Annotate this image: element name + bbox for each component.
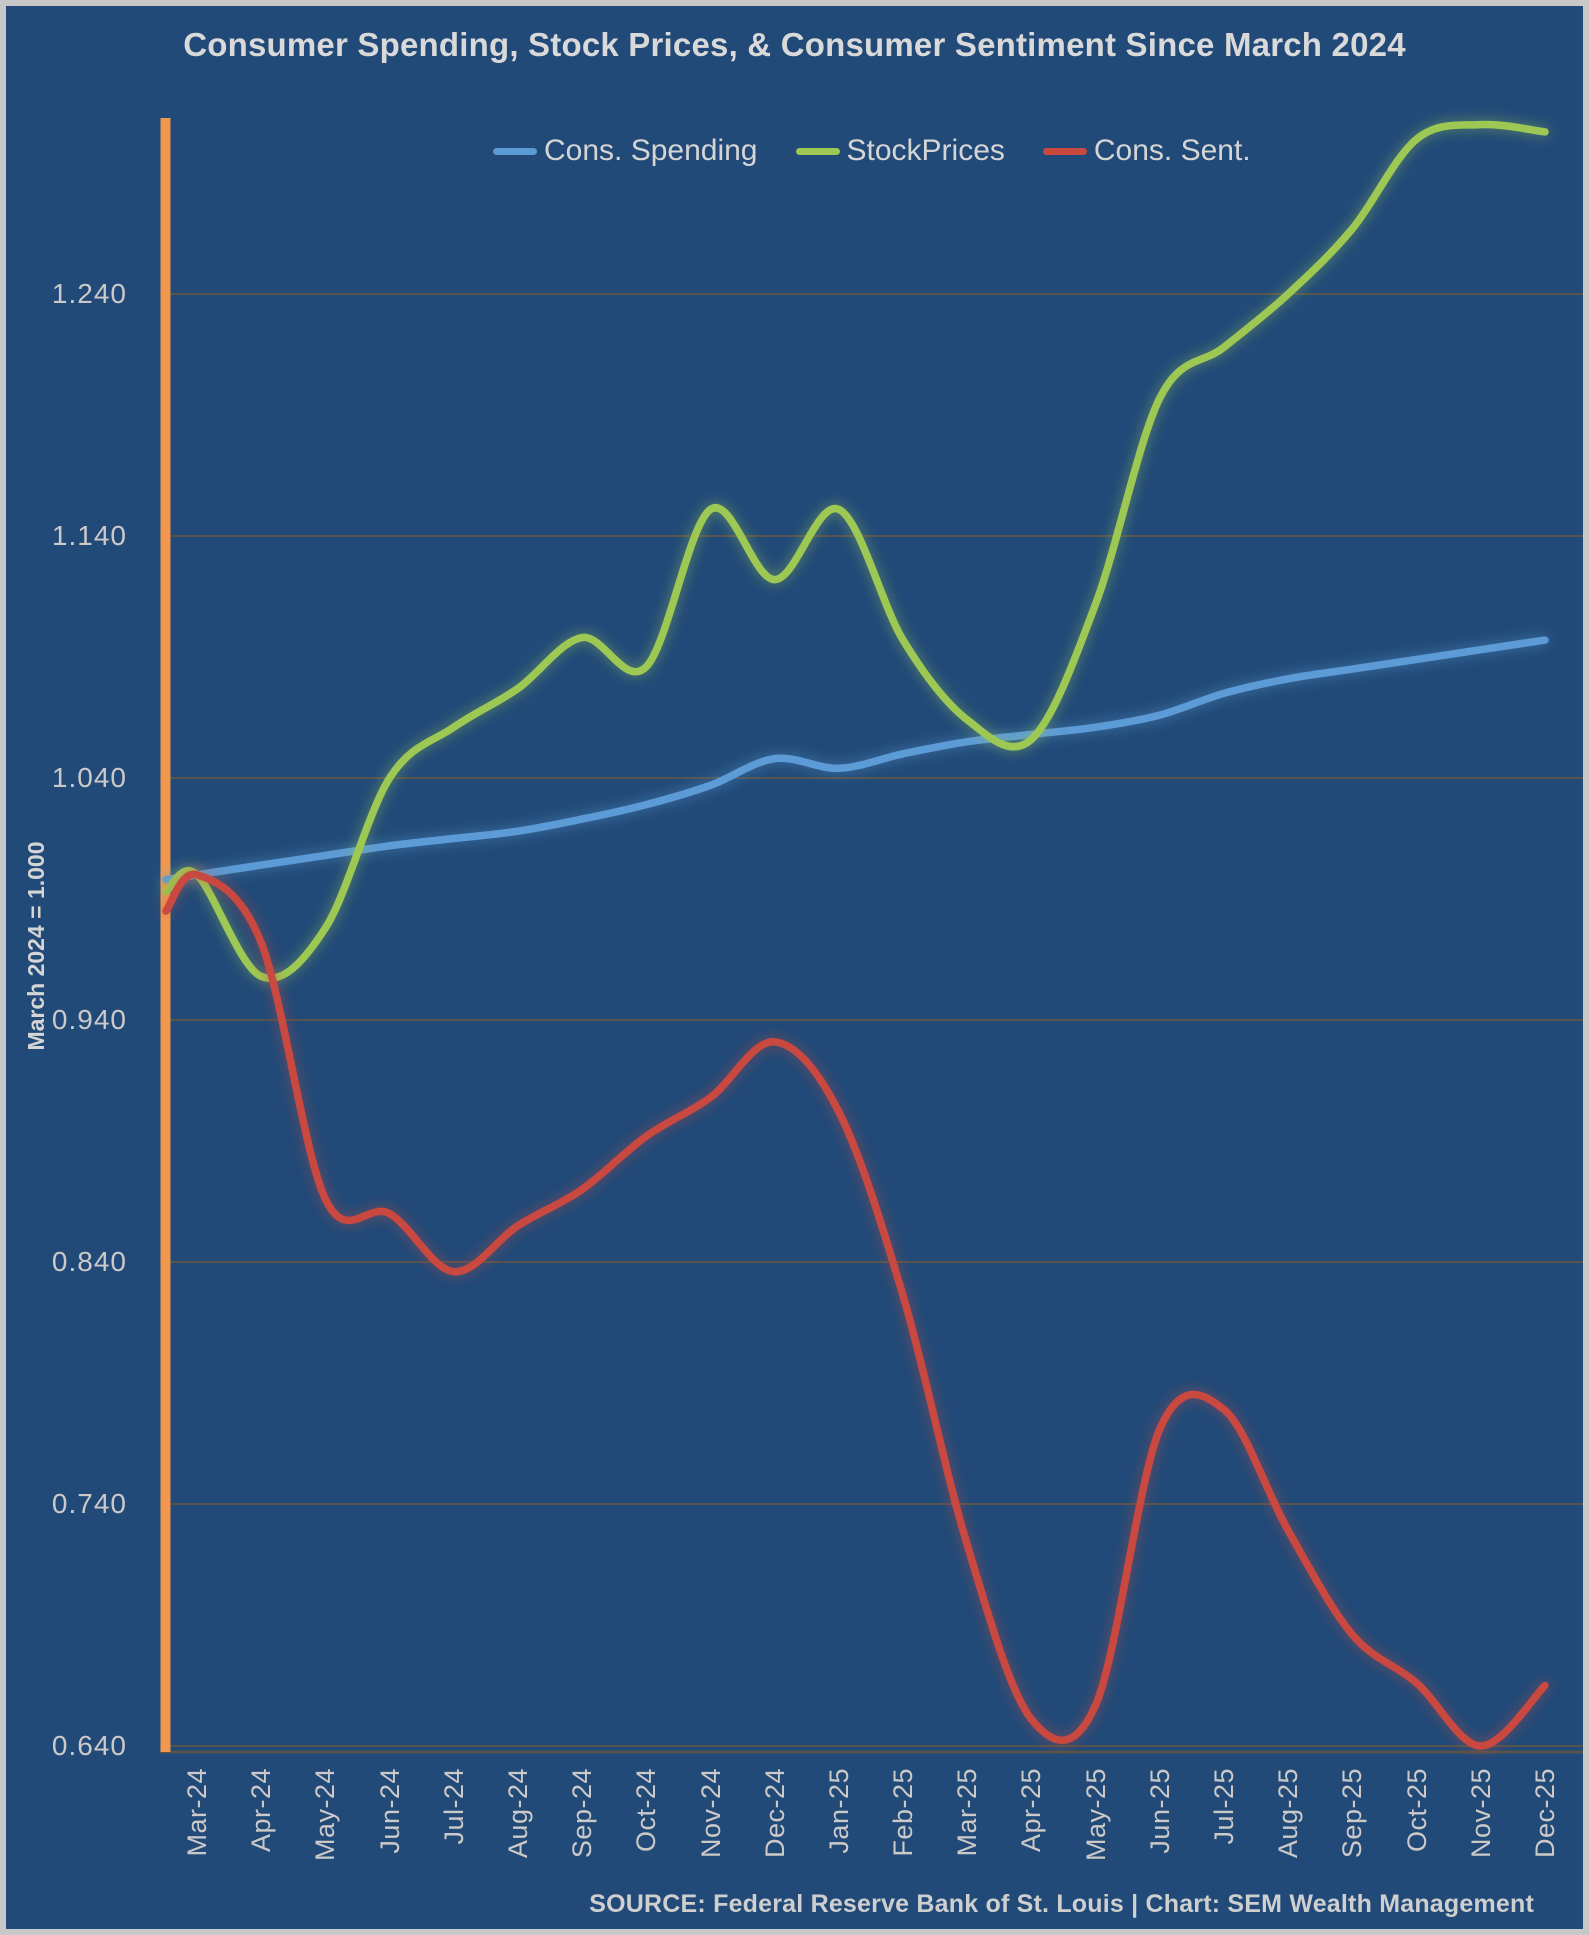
y-tick-label: 0.840 [51,1246,127,1277]
x-tick-label: Nov-25 [1466,1768,1496,1859]
y-tick-label: 1.140 [51,520,127,551]
legend-item-cons-spending: Cons. Spending [493,134,758,168]
x-tick-label: Jul-24 [439,1768,469,1845]
y-tick-label: 0.640 [51,1730,127,1761]
spending-line-swatch-icon [493,147,537,155]
y-tick-label: 1.040 [51,762,127,793]
x-tick-label: Jan-25 [824,1768,854,1854]
y-axis-title: March 2024 = 1.000 [23,841,49,1051]
x-tick-label: Oct-25 [1402,1768,1432,1853]
legend-label: Cons. Spending [544,134,758,167]
x-tick-label: Apr-24 [246,1768,276,1853]
x-tick-label: Nov-24 [696,1768,726,1859]
x-tick-label: Oct-24 [631,1768,661,1853]
x-tick-label: Mar-25 [952,1768,982,1857]
x-tick-label: Dec-24 [760,1768,790,1859]
x-tick-label: Jun-25 [1145,1768,1175,1854]
chart-legend: Cons. Spending StockPrices Cons. Sent. [493,134,1251,168]
legend-item-cons-sent: Cons. Sent. [1042,134,1251,168]
page-title: Consumer Spending, Stock Prices, & Consu… [183,26,1406,63]
x-tick-label: Jun-24 [375,1768,405,1854]
legend-label: StockPrices [846,134,1005,167]
legend-label: Cons. Sent. [1093,134,1251,167]
x-tick-label: Dec-25 [1530,1768,1560,1859]
x-tick-label: Sep-25 [1337,1768,1367,1859]
series-line-cons-spending [162,636,1549,884]
source-credit: SOURCE: Federal Reserve Bank of St. Loui… [589,1890,1534,1918]
sentiment-line-swatch-icon [1042,147,1087,155]
x-tick-label: Jul-25 [1209,1768,1239,1845]
series-line-stockprices [162,120,1549,982]
x-tick-label: Sep-24 [567,1768,597,1859]
series-line-cons-sent [162,870,1549,1750]
x-tick-label: Aug-25 [1273,1768,1303,1859]
x-tick-label: May-24 [310,1768,340,1862]
y-tick-label: 1.240 [51,278,127,309]
x-tick-label: May-25 [1081,1768,1111,1862]
y-tick-label: 0.740 [51,1488,127,1519]
x-tick-label: Apr-25 [1016,1768,1046,1853]
x-tick-label: Mar-24 [182,1768,212,1857]
chart-canvas [160,118,1583,1754]
x-tick-label: Feb-25 [888,1768,918,1857]
x-tick-label: Aug-24 [503,1768,533,1859]
y-tick-label: 0.940 [51,1004,127,1035]
legend-item-stockprices: StockPrices [795,134,1005,168]
stocks-line-swatch-icon [795,147,840,155]
